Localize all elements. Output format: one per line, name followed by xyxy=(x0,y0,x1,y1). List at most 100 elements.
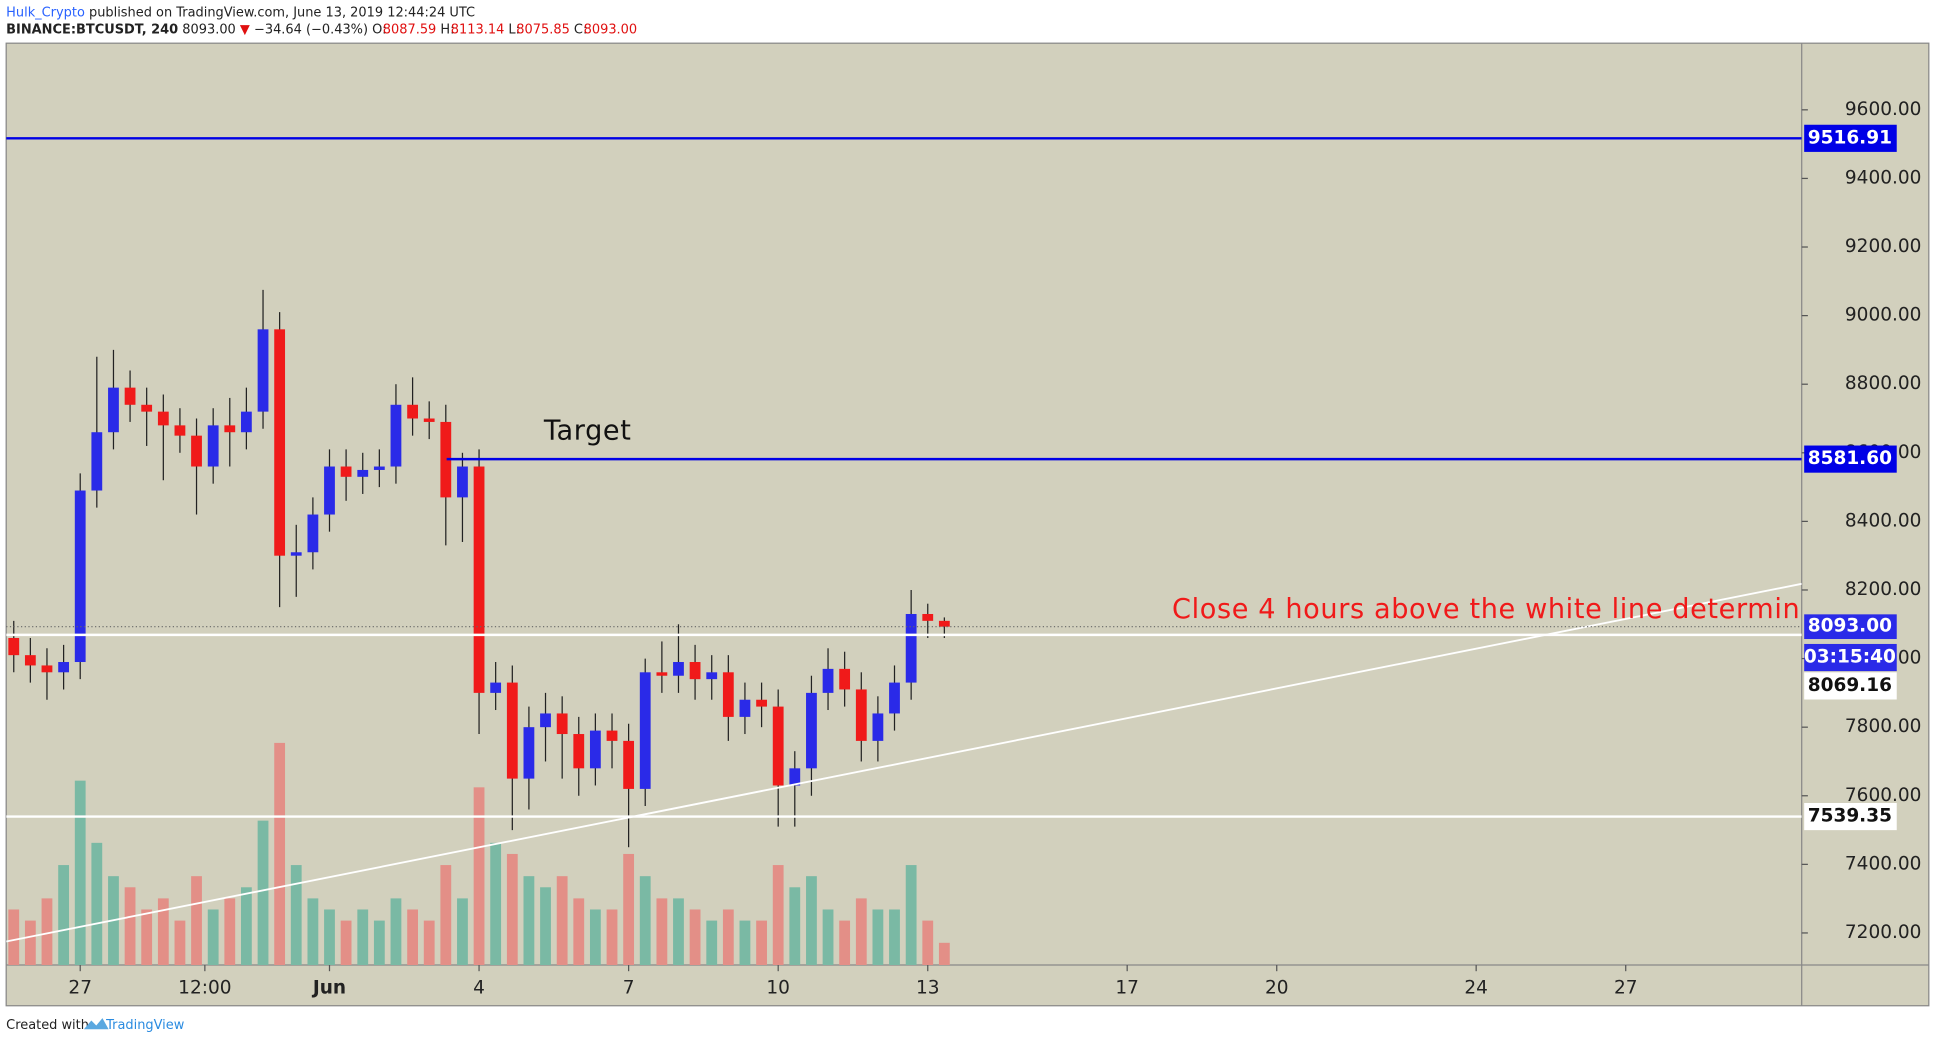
volume-bar xyxy=(290,865,302,966)
volume-bar xyxy=(772,865,784,966)
level-label: 8069.16 xyxy=(1808,675,1892,696)
y-tick-label: 7400.00 xyxy=(1845,853,1922,874)
volume-bar xyxy=(473,787,485,966)
candle-body xyxy=(722,672,734,717)
volume-bar xyxy=(457,898,468,966)
y-tick-label: 7600.00 xyxy=(1845,785,1922,806)
volume-bar xyxy=(889,909,900,966)
candle-body xyxy=(324,466,335,515)
candle-body xyxy=(606,730,618,741)
candle-body xyxy=(41,665,53,673)
volume-bar xyxy=(74,780,86,966)
candle-body xyxy=(74,490,86,663)
y-tick-label: 9600.00 xyxy=(1845,99,1922,120)
annotation: Close 4 hours above the white line deter… xyxy=(1172,594,1800,625)
annotation: Target xyxy=(543,416,632,447)
author[interactable]: Hulk_Crypto xyxy=(6,5,85,20)
footer-created: Created with xyxy=(6,1018,89,1033)
volume-bar xyxy=(739,920,751,966)
candle-body xyxy=(390,404,402,467)
level-label: 9516.91 xyxy=(1808,127,1892,148)
candle-body xyxy=(457,466,468,498)
y-tick-label: 9200.00 xyxy=(1845,236,1922,257)
candle-body xyxy=(357,469,369,477)
y-tick-label: 9400.00 xyxy=(1845,167,1922,188)
candle-body xyxy=(839,668,851,690)
x-tick-label: 27 xyxy=(1614,977,1638,998)
volume-bar xyxy=(324,909,335,966)
volume-bar xyxy=(340,920,352,966)
level-box xyxy=(1804,445,1897,473)
candle-body xyxy=(407,404,419,419)
volume-bar xyxy=(922,920,934,966)
level-label: 7539.35 xyxy=(1808,806,1892,827)
candle-body xyxy=(772,706,784,786)
o-label: O: xyxy=(372,22,386,37)
volume-bar xyxy=(423,920,435,966)
footer-brand[interactable]: TradingView xyxy=(105,1018,185,1033)
candle-body xyxy=(24,655,36,666)
candle-body xyxy=(8,638,20,656)
volume-bar xyxy=(556,876,568,966)
h-value: 8113.14 xyxy=(451,22,505,37)
volume-bar xyxy=(573,898,585,966)
published: published on TradingView.com, June 13, 2… xyxy=(89,5,475,20)
volume-bar xyxy=(756,920,767,966)
level-box xyxy=(1804,672,1897,700)
volume-bar xyxy=(91,842,103,966)
volume-bar xyxy=(639,876,651,966)
candle-body xyxy=(789,768,801,786)
candle-body xyxy=(639,672,651,789)
volume-bar xyxy=(58,865,70,966)
x-tick-label: 24 xyxy=(1464,977,1488,998)
candle-body xyxy=(490,682,502,693)
level-box xyxy=(1804,124,1897,152)
volume-bar xyxy=(41,898,53,966)
volume-bar xyxy=(689,909,701,966)
candle-body xyxy=(207,425,219,467)
volume-bar xyxy=(589,909,601,966)
l-value: 8075.85 xyxy=(516,22,570,37)
countdown-label: 03:15:40 xyxy=(1804,647,1896,668)
candle-body xyxy=(922,613,934,621)
x-tick-label: 7 xyxy=(623,977,635,998)
volume-bar xyxy=(490,842,502,966)
l-label: L: xyxy=(508,22,520,37)
volume-bar xyxy=(8,909,20,966)
candle-body xyxy=(473,466,485,693)
candle-body xyxy=(822,668,834,693)
x-tick-label: 17 xyxy=(1115,977,1139,998)
volume-bar xyxy=(373,920,385,966)
volume-bar xyxy=(440,865,452,966)
last-price-label: 8093.00 xyxy=(1808,616,1892,637)
candle-body xyxy=(523,727,535,779)
candle-body xyxy=(174,425,186,436)
volume-bar xyxy=(938,942,950,966)
candle-body xyxy=(756,699,767,707)
volume-bar xyxy=(407,909,419,966)
volume-bar xyxy=(174,920,186,966)
y-tick-label: 8800.00 xyxy=(1845,373,1922,394)
candle-body xyxy=(290,552,302,556)
volume-bar xyxy=(506,853,518,966)
candle-body xyxy=(440,421,452,498)
countdown-box xyxy=(1804,643,1897,672)
volume-bar xyxy=(191,876,202,966)
level-label: 8581.60 xyxy=(1808,448,1892,469)
x-tick-label: 20 xyxy=(1265,977,1289,998)
change: −34.64 (−0.43%) xyxy=(254,22,368,37)
x-tick-label: 4 xyxy=(473,977,485,998)
y-tick-label: 8200.00 xyxy=(1845,579,1922,600)
candle-body xyxy=(58,662,70,673)
candle-body xyxy=(224,425,236,433)
volume-bar xyxy=(124,887,136,966)
y-tick-label: 7200.00 xyxy=(1845,922,1922,943)
volume-bar xyxy=(540,887,551,966)
volume-bar xyxy=(257,820,269,966)
level-box xyxy=(1804,802,1897,831)
candle-body xyxy=(673,662,684,676)
candle-body xyxy=(556,713,568,735)
axes: 9600.009400.009200.009000.008800.008600.… xyxy=(68,99,1921,999)
symbol-line: BINANCE:BTCUSDT, 240 8093.00 ▼ −34.64 (−… xyxy=(6,22,637,37)
